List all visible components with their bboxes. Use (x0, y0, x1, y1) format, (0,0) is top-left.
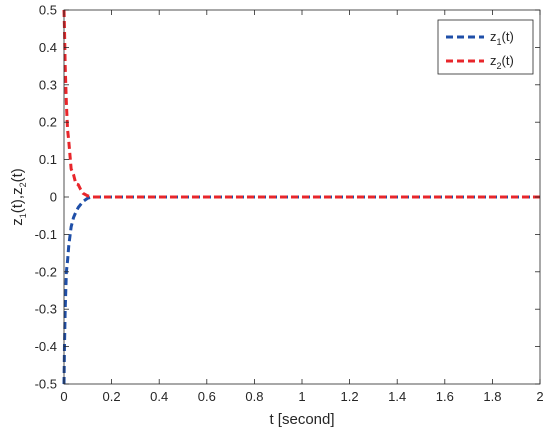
legend-z1-sub: 1 (497, 37, 502, 47)
x-tick-label: 0.2 (103, 389, 121, 404)
y-tick-label: 0.3 (39, 77, 57, 92)
x-tick-label: 1.8 (483, 389, 501, 404)
legend-box (437, 19, 534, 75)
y-axis-label-sub-2: 2 (18, 182, 28, 187)
legend-z2-sub: 2 (497, 61, 502, 71)
y-tick-label: 0.1 (39, 152, 57, 167)
y-tick-label: 0.2 (39, 115, 57, 130)
series-line-z2 (62, 9, 540, 199)
x-tick-label: 0.6 (198, 389, 216, 404)
x-tick-label: 0.8 (245, 389, 263, 404)
y-tick-label: -0.2 (35, 264, 57, 279)
y-tick-label: -0.1 (35, 227, 57, 242)
x-tick-label: 2 (536, 389, 543, 404)
y-axis-label-part-1: z (9, 218, 26, 226)
x-tick-label: 1 (298, 389, 305, 404)
x-tick-label: 0.4 (150, 389, 168, 404)
x-tick-label: 1.4 (388, 389, 406, 404)
legend-label-z1: z1(t) (490, 29, 514, 47)
legend: z1(t) z2(t) (437, 19, 534, 75)
y-tick-label: 0.5 (39, 3, 57, 18)
x-tick-label: 1.2 (341, 389, 359, 404)
y-tick-label: -0.4 (35, 339, 57, 354)
y-tick-label: 0 (50, 190, 57, 205)
x-tick-label: 0 (60, 389, 67, 404)
legend-z1-base: z (490, 29, 497, 44)
y-axis-label-sub-1: 1 (18, 213, 28, 218)
y-axis-label-part-2: (t),z (9, 187, 26, 213)
legend-label-z2: z2(t) (490, 53, 514, 71)
x-axis-label: t [second] (269, 411, 334, 428)
legend-z2-suffix: (t) (502, 53, 514, 68)
x-tick-label: 1.6 (436, 389, 454, 404)
legend-z1-suffix: (t) (502, 29, 514, 44)
y-tick-label: -0.5 (35, 377, 57, 392)
y-tick-label: -0.3 (35, 302, 57, 317)
legend-z2-base: z (490, 53, 497, 68)
ticks-layer: 0 0.2 0.4 0.6 0.8 1 1.2 1.4 1.6 1.8 2 -0.5 -0.4 -0.3 -… (35, 3, 544, 405)
y-axis-label-part-3: (t) (9, 168, 26, 182)
y-axis-label: z1(t),z2(t) (9, 168, 28, 226)
y-tick-label: 0.4 (39, 40, 57, 55)
